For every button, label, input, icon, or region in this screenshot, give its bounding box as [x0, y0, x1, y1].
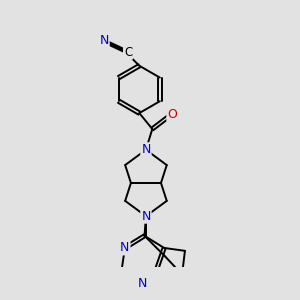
Text: N: N — [99, 34, 109, 47]
Text: C: C — [124, 46, 132, 59]
Text: N: N — [141, 210, 151, 223]
Text: N: N — [137, 277, 147, 290]
Text: N: N — [120, 242, 130, 254]
Text: O: O — [167, 108, 177, 121]
Text: N: N — [141, 143, 151, 156]
